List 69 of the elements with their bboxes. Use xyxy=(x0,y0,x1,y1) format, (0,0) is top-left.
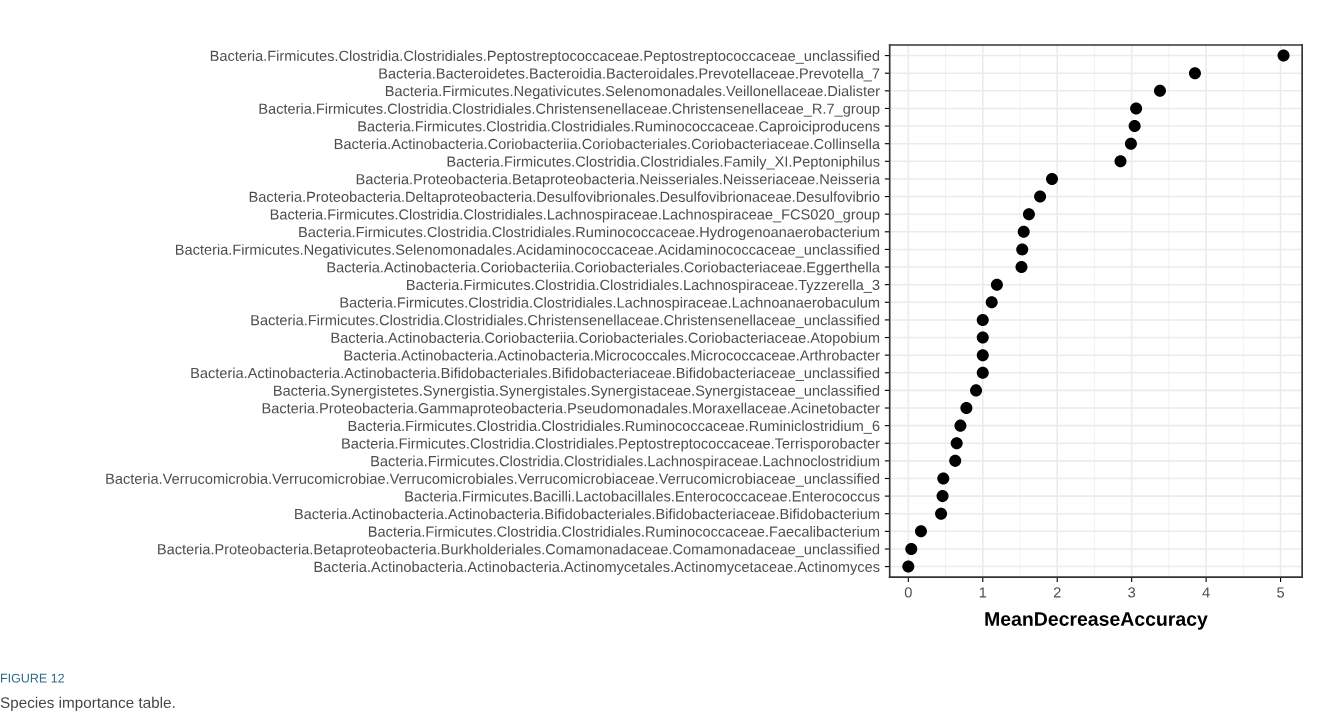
point xyxy=(1188,67,1201,80)
y-tick-label: Bacteria.Firmicutes.Clostridia.Clostridiales.Ruminococcaceae.Ruminiclostridium_6 xyxy=(348,420,880,434)
point xyxy=(935,507,948,520)
y-tick-label: Bacteria.Firmicutes.Clostridia.Clostridiales.Christensenellaceae.Christensenellaceae_R.7_group xyxy=(259,103,880,117)
point xyxy=(1046,172,1059,185)
point xyxy=(976,313,989,326)
x-tick-label: 5 xyxy=(1277,587,1285,598)
y-tick-label: Bacteria.Proteobacteria.Betaproteobacteria.Neisseriales.Neisseriaceae.Neisseria xyxy=(356,173,881,188)
x-tick-label: 1 xyxy=(979,587,987,598)
point xyxy=(1128,120,1141,133)
text: Species importance table. xyxy=(0,696,175,712)
y-tick-label: Bacteria.Firmicutes.Clostridia.Clostridiales.Lachnospiraceae.Lachnospiraceae_FCS020_group xyxy=(270,208,880,223)
point xyxy=(954,419,967,432)
y-tick-label: Bacteria.Actinobacteria.Actinobacteria.Bifidobacteriales.Bifidobacteriaceae.Bifidobacteriaceae_unclassified xyxy=(191,367,880,381)
point xyxy=(950,437,963,450)
y-tick-label: Bacteria.Firmicutes.Negativicutes.Selenomonadales.Acidaminococcaceae.Acidaminococcaceae_unclassified xyxy=(175,244,880,258)
point xyxy=(1015,261,1028,274)
y-tick-label: Bacteria.Firmicutes.Bacilli.Lactobacillales.Enterococcaceae.Enterococcus xyxy=(405,490,880,502)
y-tick-label: Bacteria.Proteobacteria.Betaproteobacteria.Burkholderiales.Comamonadaceae.Comamonadaceae_unclassified xyxy=(158,543,880,558)
y-tick-label: Bacteria.Firmicutes.Clostridia.Clostridiales.Christensenellaceae.Christensenellaceae_unclassified xyxy=(251,314,880,329)
point xyxy=(902,560,915,573)
y-tick-label: Bacteria.Actinobacteria.Coriobacteriia.Coriobacteriales.Coriobacteriaceae.Collinsella xyxy=(334,138,881,150)
y-tick-label: Bacteria.Firmicutes.Negativicutes.Selenomonadales.Veillonellaceae.Dialister xyxy=(385,85,880,100)
x-tick-label: 0 xyxy=(904,587,912,598)
y-tick-label: Bacteria.Synergistetes.Synergistia.Synergistales.Synergistaceae.Synergistaceae_unclassified xyxy=(274,385,880,399)
x-tick-label: 3 xyxy=(1128,587,1136,598)
point xyxy=(1034,190,1047,203)
point xyxy=(1114,155,1127,168)
point xyxy=(1277,49,1290,62)
x-tick-label: 2 xyxy=(1053,587,1061,598)
point xyxy=(970,384,983,397)
point xyxy=(976,366,989,379)
y-tick-label: Bacteria.Firmicutes.Clostridia.Clostridiales.Lachnospiraceae.Lachnoanaerobaculum xyxy=(340,297,880,311)
y-tick-label: Bacteria.Firmicutes.Clostridia.Clostridiales.Peptostreptococcaceae.Peptostreptococcaceae_unclassified xyxy=(210,50,880,64)
y-tick-label: Bacteria.Actinobacteria.Actinobacteria.Micrococcales.Micrococcaceae.Arthrobacter xyxy=(344,349,880,361)
point xyxy=(1016,243,1029,256)
y-tick-label: Bacteria.Actinobacteria.Actinobacteria.Actinomycetales.Actinomycetaceae.Actinomyces xyxy=(314,561,880,575)
y-tick-label: Bacteria.Actinobacteria.Actinobacteria.Bifidobacteriales.Bifidobacteriaceae.Bifidobacterium xyxy=(295,508,880,520)
point xyxy=(1153,84,1166,97)
point xyxy=(976,331,989,344)
y-tick-label: Bacteria.Firmicutes.Clostridia.Clostridiales.Family_XI.Peptoniphilus xyxy=(447,156,880,170)
y-tick-label: Bacteria.Proteobacteria.Gammaproteobacteria.Pseudomonadales.Moraxellaceae.Acinetobacter xyxy=(262,402,880,417)
x-axis-title: MeanDecreaseAccuracy xyxy=(985,612,1208,630)
y-tick-label: Bacteria.Firmicutes.Clostridia.Clostridiales.Lachnospiraceae.Tyzzerella_3 xyxy=(407,279,880,293)
x-tick-label: 4 xyxy=(1202,587,1210,598)
y-tick-label: Bacteria.Firmicutes.Clostridia.Clostridiales.Lachnospiraceae.Lachnoclostridium xyxy=(371,455,880,470)
y-tick-label: Bacteria.Verrucomicrobia.Verrucomicrobiae.Verrucomicrobiales.Verrucomicrobiaceae.Verrucomicrobiaceae_unclassified xyxy=(106,473,880,487)
y-tick-label: Bacteria.Actinobacteria.Coriobacteriia.Coriobacteriales.Coriobacteriaceae.Eggerthella xyxy=(327,261,881,276)
point xyxy=(1022,208,1035,221)
y-tick-label: Bacteria.Firmicutes.Clostridia.Clostridiales.Peptostreptococcaceae.Terrisporobacter xyxy=(342,437,880,452)
y-tick-label: Bacteria.Bacteroidetes.Bacteroidia.Bacteroidales.Prevotellaceae.Prevotella_7 xyxy=(379,67,880,82)
point xyxy=(976,349,989,362)
point xyxy=(1124,137,1137,150)
point xyxy=(985,296,998,309)
point xyxy=(1017,225,1030,238)
point xyxy=(914,525,927,538)
y-tick-label: Bacteria.Proteobacteria.Deltaproteobacteria.Desulfovibrionales.Desulfovibrionaceae.Desulfovibrio xyxy=(249,191,880,205)
point xyxy=(990,278,1003,291)
point xyxy=(949,454,962,467)
point xyxy=(960,401,973,415)
point xyxy=(936,490,949,503)
y-tick-label: Bacteria.Firmicutes.Clostridia.Clostridiales.Ruminococcaceae.Faecalibacterium xyxy=(368,526,880,537)
point xyxy=(937,472,950,485)
y-tick-label: Bacteria.Firmicutes.Clostridia.Clostridiales.Ruminococcaceae.Hydrogenoanaerobacterium xyxy=(299,226,880,241)
caption: FIGURE 12 xyxy=(1,673,64,683)
point xyxy=(1130,102,1143,115)
y-tick-label: Bacteria.Firmicutes.Clostridia.Clostridiales.Ruminococcaceae.Caproiciproducens xyxy=(358,120,880,135)
point xyxy=(905,542,918,555)
y-tick-label: Bacteria.Actinobacteria.Coriobacteriia.Coriobacteriales.Coriobacteriaceae.Atopobium xyxy=(331,332,880,346)
